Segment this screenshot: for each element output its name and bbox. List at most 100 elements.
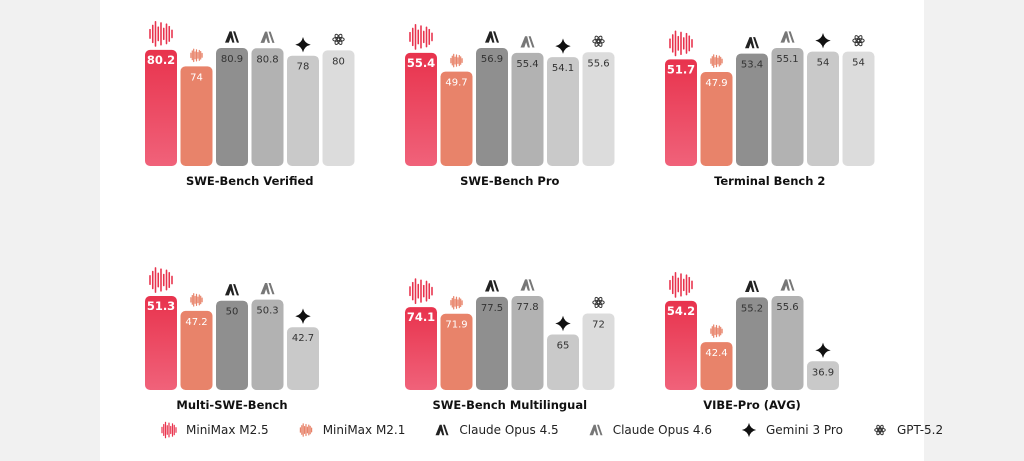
bar-value-label: 80.2 — [147, 53, 175, 67]
bar-value-label: 36.9 — [812, 367, 834, 378]
chart-title: Terminal Bench 2 — [714, 174, 825, 188]
chart-vibe-pro-avg-: 54.2 42.4 55.2 55.6 36.9 VIBE-Pro (AVG) — [665, 272, 839, 412]
chart-title: SWE-Bench Pro — [460, 174, 559, 188]
chart-title: SWE-Bench Verified — [186, 174, 314, 188]
gemini-star-icon — [815, 32, 831, 49]
wave-logo-icon — [149, 267, 173, 293]
gemini-star-icon — [555, 38, 571, 54]
anthropic-outline-icon — [520, 279, 535, 291]
bar-value-label: 56.9 — [481, 54, 503, 65]
chart-swe-bench-verified: 80.2 74 80.9 80.8 78 80 SWE-Bench Verified — [145, 20, 355, 188]
bar-gemini-3-pro — [547, 334, 579, 390]
bar-claude-opus-4-5 — [476, 296, 508, 390]
wave-logo-icon — [161, 421, 177, 439]
chart-terminal-bench-2: 51.7 47.9 53.4 55.1 54 54 Terminal Bench 2 — [665, 30, 875, 188]
wave-logo-icon — [409, 278, 433, 305]
bar-value-label: 77.8 — [516, 302, 538, 313]
bar-value-label: 54.2 — [667, 304, 695, 318]
openai-icon — [874, 424, 886, 436]
bar-value-label: 51.7 — [667, 62, 695, 76]
bar-value-label: 42.7 — [292, 333, 314, 344]
legend-item-minimax-m2-1: MiniMax M2.1 — [297, 421, 405, 439]
wave-logo-light-icon — [710, 54, 723, 68]
bar-value-label: 49.7 — [445, 78, 467, 89]
anthropic-outline-icon — [260, 31, 275, 43]
bar-value-label: 50.3 — [256, 306, 278, 317]
anthropic-icon — [225, 31, 239, 43]
openai-icon — [852, 35, 865, 47]
anthropic-outline-icon — [589, 424, 603, 436]
wave-logo-light-icon — [299, 423, 312, 437]
wave-logo-light-icon — [450, 53, 463, 68]
bar-value-label: 55.1 — [776, 54, 798, 65]
bar-value-label: 71.9 — [445, 320, 467, 331]
bar-minimax-m2-1 — [440, 71, 473, 166]
gemini-star-icon — [295, 308, 311, 324]
legend-item-gpt-5-2: GPT-5.2 — [871, 421, 943, 439]
bar-minimax-m2-5 — [665, 59, 697, 166]
bar-gemini-3-pro — [807, 361, 839, 390]
bar-minimax-m2-1 — [700, 342, 733, 390]
bar-gpt-5-2 — [842, 51, 875, 166]
bar-value-label: 54 — [852, 58, 865, 69]
bar-gpt-5-2 — [582, 313, 615, 390]
chart-title: Multi-SWE-Bench — [176, 398, 287, 412]
bar-minimax-m2-5 — [145, 49, 177, 166]
legend-item-gemini-3-pro: Gemini 3 Pro — [740, 421, 843, 439]
bar-minimax-m2-1 — [180, 310, 213, 390]
chart-swe-bench-multilingual: 74.1 71.9 77.5 77.8 65 72 SWE-Bench Multilingu… — [405, 278, 615, 412]
bar-value-label: 55.4 — [516, 59, 538, 70]
bar-claude-opus-4-6 — [511, 52, 544, 166]
bar-value-label: 65 — [557, 341, 570, 352]
wave-logo-light-icon — [710, 324, 723, 338]
bar-claude-opus-4-6 — [511, 296, 544, 390]
bar-value-label: 80 — [332, 56, 345, 67]
anthropic-icon — [435, 424, 449, 436]
bar-claude-opus-4-6 — [771, 48, 804, 166]
legend-label: Claude Opus 4.5 — [459, 423, 559, 437]
wave-logo-icon — [669, 272, 693, 298]
wave-logo-icon — [669, 30, 693, 57]
chart-multi-swe-bench: 51.3 47.2 50 50.3 42.7 Multi-SWE-Bench — [145, 267, 319, 412]
bar-claude-opus-4-5 — [216, 48, 248, 166]
chart-swe-bench-pro: 55.4 49.7 56.9 55.4 54.1 55.6 SWE-Bench Pro — [405, 24, 615, 188]
bar-value-label: 54.1 — [552, 63, 574, 74]
bar-value-label: 47.2 — [185, 317, 207, 328]
bar-value-label: 55.4 — [407, 56, 435, 70]
gemini-star-icon — [555, 315, 571, 332]
openai-icon — [332, 33, 345, 45]
bar-value-label: 42.4 — [705, 348, 727, 359]
anthropic-icon — [485, 280, 499, 292]
bar-claude-opus-4-6 — [251, 48, 284, 167]
bar-minimax-m2-5 — [145, 296, 177, 390]
bar-value-label: 55.2 — [741, 303, 763, 314]
bar-gpt-5-2 — [322, 50, 355, 166]
bar-value-label: 74.1 — [407, 310, 435, 324]
chart-title: SWE-Bench Multilingual — [432, 398, 587, 412]
bar-value-label: 53.4 — [741, 60, 763, 71]
anthropic-icon — [225, 284, 239, 296]
anthropic-icon — [745, 37, 759, 49]
gemini-star-icon — [295, 37, 311, 53]
bar-minimax-m2-5 — [405, 52, 437, 166]
bar-claude-opus-4-5 — [736, 53, 768, 167]
bar-value-label: 55.6 — [776, 302, 798, 313]
bar-value-label: 78 — [297, 62, 310, 73]
bar-value-label: 47.9 — [705, 78, 727, 89]
bar-gemini-3-pro — [287, 327, 319, 390]
openai-icon — [592, 296, 605, 309]
bar-value-label: 55.6 — [587, 58, 609, 69]
bar-claude-opus-4-5 — [476, 48, 508, 166]
wave-logo-light-icon — [190, 48, 203, 63]
anthropic-outline-icon — [520, 36, 535, 48]
bar-value-label: 72 — [592, 319, 605, 330]
legend-label: MiniMax M2.5 — [186, 423, 269, 437]
bar-value-label: 54 — [817, 58, 830, 69]
gemini-star-icon — [741, 422, 757, 438]
bar-value-label: 77.5 — [481, 303, 503, 314]
bar-minimax-m2-1 — [700, 72, 733, 166]
chart-title: VIBE-Pro (AVG) — [703, 398, 801, 412]
legend-label: GPT-5.2 — [896, 423, 944, 437]
bar-minimax-m2-5 — [405, 307, 437, 390]
